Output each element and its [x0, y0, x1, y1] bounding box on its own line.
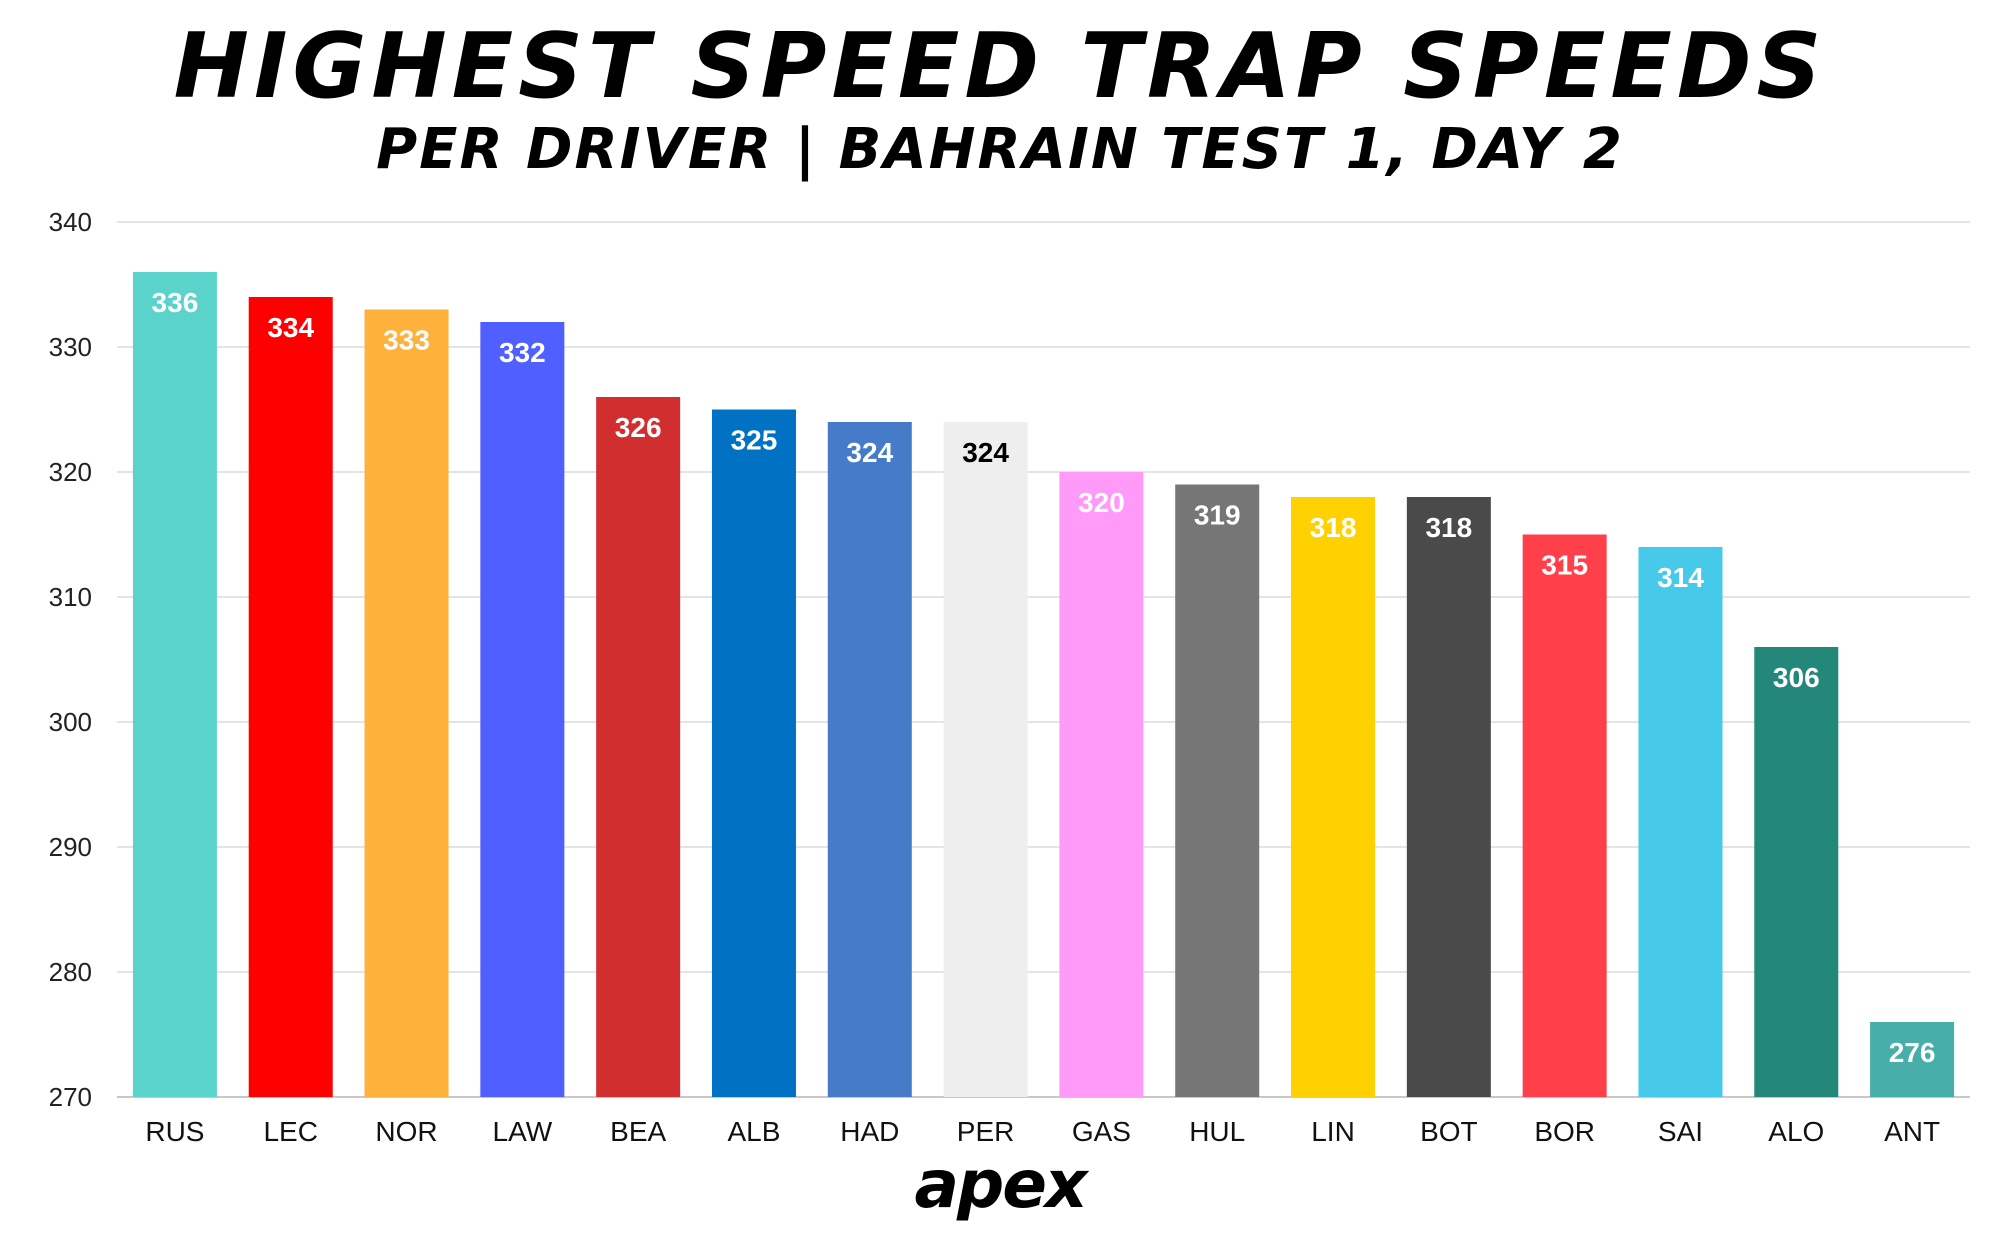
- bar-gas: [1059, 472, 1144, 1097]
- bar-law: [480, 322, 565, 1097]
- x-tick-label: PER: [957, 1116, 1015, 1147]
- bar-lec: [248, 297, 333, 1097]
- data-label: 315: [1541, 550, 1588, 581]
- x-tick-label: ALO: [1768, 1116, 1824, 1147]
- data-label: 314: [1657, 562, 1704, 593]
- data-label: 326: [615, 412, 662, 443]
- bar-bor: [1522, 534, 1607, 1097]
- y-tick-label: 310: [49, 582, 92, 612]
- data-label: 276: [1889, 1037, 1936, 1068]
- x-tick-label: GAS: [1072, 1116, 1131, 1147]
- data-label: 324: [846, 437, 893, 468]
- y-tick-label: 270: [49, 1082, 92, 1112]
- x-tick-label: LIN: [1311, 1116, 1355, 1147]
- data-label: 325: [731, 425, 778, 456]
- x-tick-label: NOR: [375, 1116, 437, 1147]
- x-tick-label: LEC: [263, 1116, 317, 1147]
- bars: [132, 272, 1955, 1097]
- bar-per: [943, 422, 1028, 1097]
- x-tick-label: LAW: [493, 1116, 553, 1147]
- bar-bea: [596, 397, 681, 1097]
- bar-lin: [1291, 497, 1376, 1097]
- bar-ant: [1870, 1022, 1955, 1097]
- bar-sai: [1638, 547, 1723, 1097]
- y-axis-ticks: 270 280 290 300 310 320 330 340: [49, 207, 92, 1112]
- chart-subtitle: PER DRIVER | BAHRAIN TEST 1, DAY 2: [376, 117, 1624, 182]
- apex-logo: apex: [914, 1146, 1087, 1223]
- y-tick-label: 340: [49, 207, 92, 237]
- y-tick-label: 320: [49, 457, 92, 487]
- data-labels: 336 334 333 332 326 325 324 324 320 319 318 318 315 3…: [152, 287, 1936, 1068]
- y-tick-label: 330: [49, 332, 92, 362]
- data-label: 306: [1773, 662, 1820, 693]
- bar-had: [827, 422, 912, 1097]
- y-tick-label: 300: [49, 707, 92, 737]
- data-label: 336: [152, 287, 199, 318]
- bar-hul: [1175, 484, 1260, 1097]
- x-tick-label: HAD: [840, 1116, 899, 1147]
- x-tick-label: RUS: [145, 1116, 204, 1147]
- x-tick-label: BEA: [610, 1116, 666, 1147]
- x-axis-ticks: RUS LEC NOR LAW BEA ALB HAD PER GAS HUL LIN BOT BOR S…: [145, 1116, 1940, 1147]
- data-label: 318: [1310, 512, 1357, 543]
- x-tick-label: BOR: [1534, 1116, 1595, 1147]
- y-tick-label: 290: [49, 832, 92, 862]
- data-label: 332: [499, 337, 546, 368]
- y-tick-label: 280: [49, 957, 92, 987]
- data-label: 334: [267, 312, 314, 343]
- x-tick-label: ANT: [1884, 1116, 1940, 1147]
- data-label: 320: [1078, 487, 1125, 518]
- bar-alb: [711, 409, 796, 1097]
- data-label: 324: [962, 437, 1009, 468]
- bar-rus: [132, 272, 217, 1097]
- bar-bot: [1406, 497, 1491, 1097]
- data-label: 319: [1194, 500, 1241, 531]
- x-tick-label: BOT: [1420, 1116, 1478, 1147]
- chart-title: HIGHEST SPEED TRAP SPEEDS: [173, 14, 1827, 119]
- x-tick-label: HUL: [1189, 1116, 1245, 1147]
- data-label: 318: [1425, 512, 1472, 543]
- x-tick-label: ALB: [728, 1116, 781, 1147]
- bar-alo: [1754, 647, 1839, 1097]
- bar-nor: [364, 309, 449, 1097]
- x-tick-label: SAI: [1658, 1116, 1703, 1147]
- data-label: 333: [383, 325, 430, 356]
